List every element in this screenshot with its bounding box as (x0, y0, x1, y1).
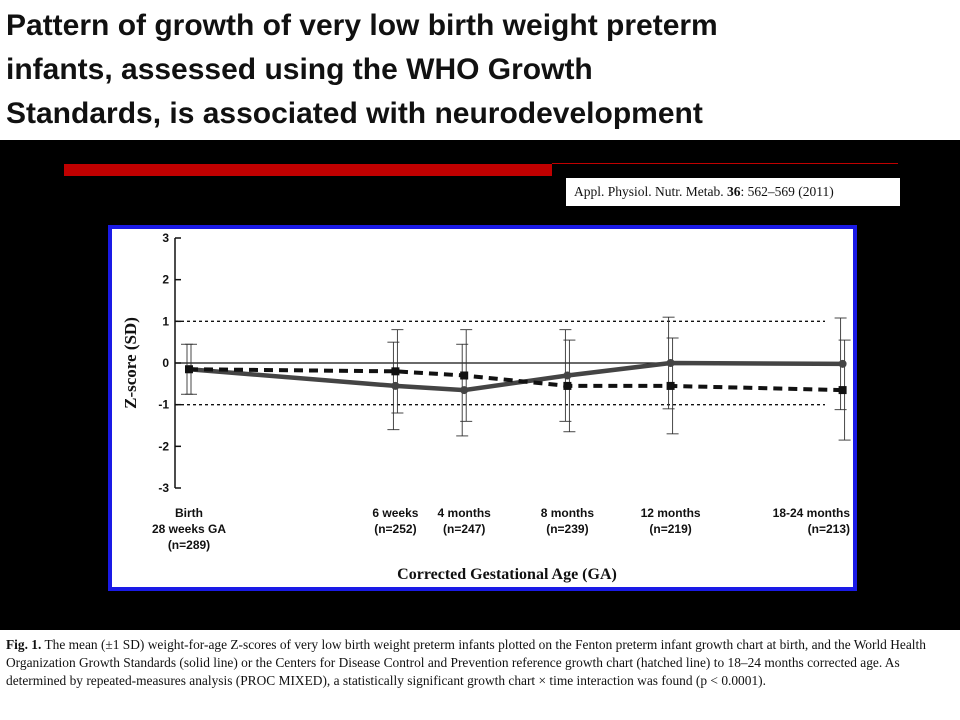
y-tick-label: 2 (162, 273, 169, 287)
data-point-solid (666, 359, 675, 367)
data-point-dashed (185, 365, 193, 374)
x-axis-title: Corrected Gestational Age (GA) (397, 566, 617, 583)
x-category-label: (n=213) (808, 522, 850, 536)
y-tick-label: -2 (158, 439, 169, 453)
x-category-label: (n=289) (168, 538, 210, 552)
y-tick-label: 1 (162, 314, 169, 328)
x-category-label: 12 months (641, 506, 701, 520)
x-category-label: (n=252) (374, 522, 416, 536)
caption-label: Fig. 1. (6, 637, 42, 652)
data-point-dashed (391, 367, 400, 376)
x-category-label: (n=247) (443, 522, 485, 536)
data-point-solid (838, 359, 847, 368)
x-category-label: 8 months (541, 506, 595, 520)
citation-box: Appl. Physiol. Nutr. Metab. 36: 562–569 … (566, 178, 900, 206)
citation-journal: Appl. Physiol. Nutr. Metab. (574, 184, 724, 199)
accent-rule (552, 163, 898, 164)
title-line-1: Pattern of growth of very low birth weig… (6, 9, 718, 42)
y-tick-label: -3 (158, 481, 169, 495)
x-category-label: Birth (175, 506, 203, 520)
x-category-label: 18-24 months (773, 506, 851, 520)
data-point-solid (391, 381, 400, 390)
y-tick-label: -1 (158, 398, 169, 412)
caption-text: The mean (±1 SD) weight-for-age Z-scores… (6, 637, 926, 688)
x-category-label: (n=239) (546, 522, 588, 536)
title-line-3: Standards, is associated with neurodevel… (6, 97, 703, 130)
accent-bar (64, 164, 552, 176)
x-category-label: 28 weeks GA (152, 522, 226, 536)
y-tick-label: 0 (162, 356, 169, 370)
series-line-solid (188, 360, 843, 393)
chart-frame: 3 2 1 0 -1 -2 -3 Z-score (SD) Birth 28 weeks GA (n… (108, 225, 857, 591)
data-point-dashed (563, 381, 572, 390)
y-tick-label: 3 (162, 231, 169, 245)
x-category-label: 4 months (438, 506, 492, 520)
x-category-label: 6 weeks (372, 506, 418, 520)
data-point-dashed (666, 381, 675, 390)
data-point-solid (460, 386, 469, 395)
citation-pages: : 562–569 (2011) (740, 184, 834, 199)
slide-title: Pattern of growth of very low birth weig… (0, 0, 960, 140)
data-point-dashed (460, 371, 469, 380)
title-line-2: infants, assessed using the WHO Growth (6, 53, 593, 86)
figure-caption: Fig. 1. The mean (±1 SD) weight-for-age … (0, 630, 960, 720)
data-point-dashed (838, 386, 847, 395)
x-category-label: (n=219) (649, 522, 691, 536)
y-axis-title: Z-score (SD) (121, 317, 140, 409)
data-point-solid (563, 371, 572, 380)
series-line-dashed (188, 367, 843, 393)
growth-chart: 3 2 1 0 -1 -2 -3 Z-score (SD) Birth 28 weeks GA (n… (121, 231, 851, 583)
citation-volume: 36 (727, 184, 741, 199)
